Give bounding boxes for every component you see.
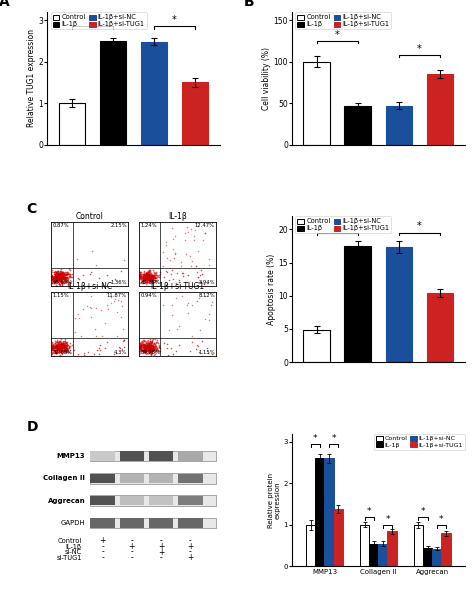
Text: B: B [244, 0, 255, 9]
Text: Control: Control [58, 538, 82, 544]
Text: -: - [130, 553, 133, 562]
Text: si-TUG1: si-TUG1 [56, 555, 82, 560]
Text: *: * [417, 44, 422, 54]
Bar [91, 496, 216, 506]
Bar [387, 531, 397, 566]
Bar [345, 246, 371, 362]
Bar [334, 509, 343, 566]
Bar [427, 293, 453, 362]
Text: *: * [335, 221, 340, 231]
Legend: Control, IL-1β, IL-1β+si-NC, IL-1β+si-TUG1: Control, IL-1β, IL-1β+si-NC, IL-1β+si-TU… [374, 434, 465, 450]
Text: C: C [27, 202, 37, 216]
Legend: Control, IL-1β, IL-1β+si-NC, IL-1β+si-TUG1: Control, IL-1β, IL-1β+si-NC, IL-1β+si-TU… [295, 217, 392, 234]
Bar [91, 496, 115, 505]
Text: -: - [101, 548, 104, 556]
Text: *: * [367, 507, 372, 516]
Bar [369, 543, 378, 566]
Legend: Control, IL-1β, IL-1β+si-NC, IL-1β+si-TUG1: Control, IL-1β, IL-1β+si-NC, IL-1β+si-TU… [51, 12, 146, 30]
Bar [149, 518, 173, 527]
Text: -: - [130, 548, 133, 556]
Text: +: + [187, 553, 194, 562]
Text: -: - [101, 542, 104, 551]
Y-axis label: Apoptosis rate (%): Apoptosis rate (%) [266, 254, 275, 324]
Bar [91, 451, 115, 461]
Bar [306, 525, 315, 566]
Bar [427, 74, 453, 145]
Text: +: + [187, 542, 194, 551]
Bar [414, 525, 423, 566]
Text: *: * [90, 15, 95, 25]
Bar [423, 548, 432, 566]
Text: *: * [385, 514, 390, 523]
Bar [120, 474, 144, 483]
Bar [303, 61, 330, 145]
Text: MMP13: MMP13 [57, 453, 85, 459]
Y-axis label: Relative protein
expression: Relative protein expression [268, 473, 281, 527]
Bar [385, 106, 412, 145]
Bar [59, 103, 85, 145]
Text: +: + [158, 542, 164, 551]
Text: *: * [335, 30, 340, 40]
Text: -: - [189, 548, 192, 556]
Text: +: + [128, 542, 135, 551]
Y-axis label: Cell viability (%): Cell viability (%) [262, 47, 271, 110]
Bar [91, 518, 115, 527]
Text: *: * [421, 507, 425, 516]
Bar [385, 247, 412, 362]
Bar [91, 473, 216, 484]
Bar [360, 525, 369, 566]
Text: *: * [331, 434, 336, 442]
Bar [120, 518, 144, 527]
Bar [182, 83, 209, 145]
Text: *: * [313, 434, 318, 442]
Text: -: - [101, 553, 104, 562]
Text: Collagen II: Collagen II [44, 476, 85, 481]
Bar [325, 458, 334, 566]
Bar [149, 474, 173, 483]
Y-axis label: Relative TUG1 expression: Relative TUG1 expression [27, 30, 36, 127]
Text: -: - [160, 553, 163, 562]
Bar [91, 451, 216, 461]
Bar [432, 549, 441, 566]
Text: *: * [417, 221, 422, 231]
Text: GAPDH: GAPDH [61, 520, 85, 526]
Bar [315, 458, 325, 566]
Bar [100, 41, 127, 145]
Text: A: A [0, 0, 10, 9]
Text: IL-1β: IL-1β [66, 543, 82, 549]
Bar [91, 474, 115, 483]
Text: -: - [160, 536, 163, 545]
Text: *: * [439, 514, 444, 523]
Text: Aggrecan: Aggrecan [48, 497, 85, 504]
Bar [91, 517, 216, 528]
Text: D: D [27, 420, 38, 434]
Bar [149, 451, 173, 461]
Bar [178, 474, 202, 483]
Bar [120, 496, 144, 505]
Text: si-NC: si-NC [64, 549, 82, 555]
Bar [149, 496, 173, 505]
Bar [178, 451, 202, 461]
Text: *: * [172, 15, 177, 25]
Bar [441, 533, 450, 566]
Text: +: + [100, 536, 106, 545]
Bar [378, 543, 387, 566]
Bar [303, 330, 330, 362]
Text: -: - [130, 536, 133, 545]
Bar [178, 496, 202, 505]
Bar [345, 106, 371, 145]
Bar [141, 42, 167, 145]
Text: -: - [189, 536, 192, 545]
Bar [178, 518, 202, 527]
Text: +: + [158, 548, 164, 556]
Bar [120, 451, 144, 461]
Legend: Control, IL-1β, IL-1β+si-NC, IL-1β+si-TUG1: Control, IL-1β, IL-1β+si-NC, IL-1β+si-TU… [295, 12, 392, 30]
